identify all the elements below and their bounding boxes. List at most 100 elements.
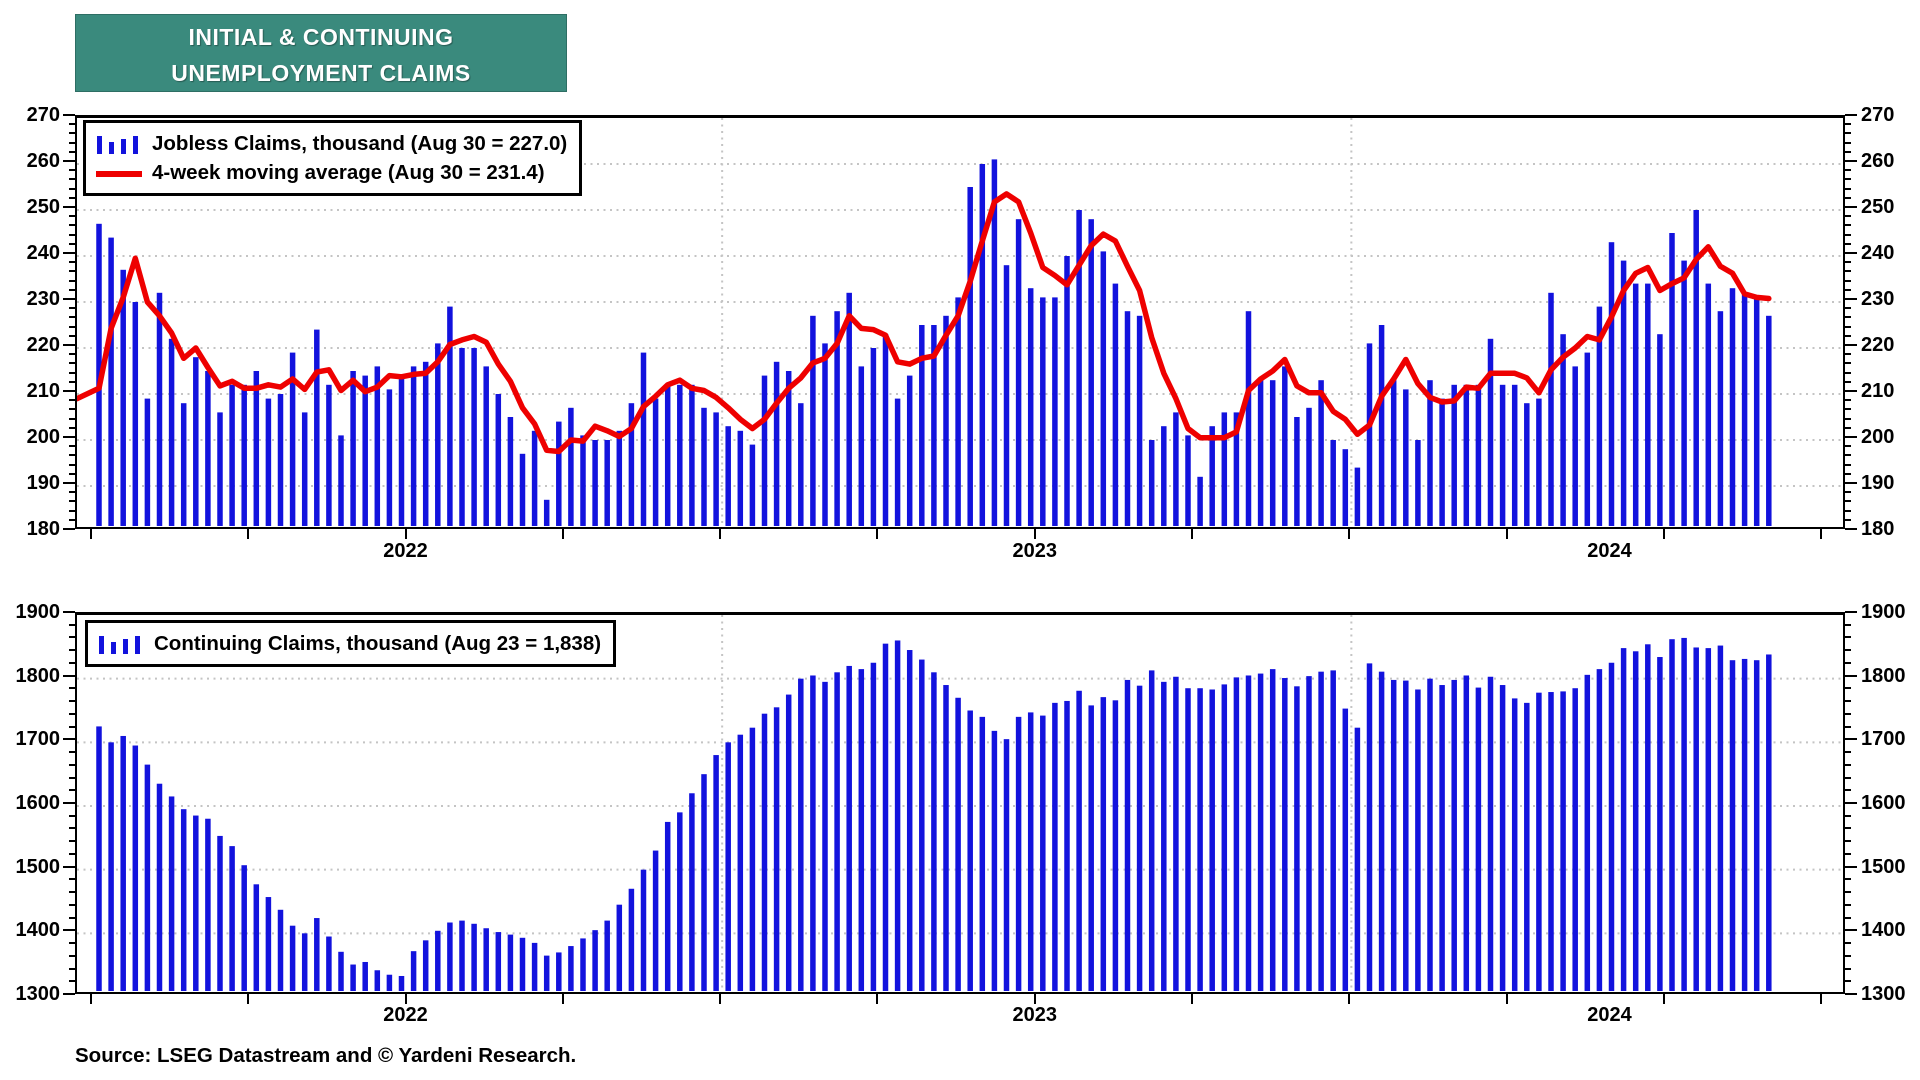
y-axis-tick <box>69 712 75 715</box>
continuing_claims-series-canvas <box>77 615 1842 991</box>
y-axis-tick <box>1845 993 1857 995</box>
y-axis-tick <box>1845 399 1851 402</box>
y-axis-tick <box>1845 344 1857 346</box>
y-axis-tick <box>1845 967 1851 970</box>
y-axis-tick <box>1845 636 1851 639</box>
y-axis-tick <box>69 967 75 970</box>
y-axis-tick <box>69 417 75 420</box>
y-axis-tick <box>1845 649 1851 652</box>
y-axis-tick <box>69 307 75 310</box>
y-axis-tick <box>69 169 75 172</box>
legend-row-continuing-claims: Continuing Claims, thousand (Aug 23 = 1,… <box>98 629 601 658</box>
y-axis-tick <box>69 500 75 503</box>
y-axis-tick <box>69 371 75 374</box>
y-axis-tick <box>69 316 75 319</box>
y-axis-tick <box>69 491 75 494</box>
y-axis-tick <box>1845 700 1851 703</box>
y-axis-tick <box>1845 712 1851 715</box>
y-axis-tick <box>69 187 75 190</box>
x-axis-quarter-tick <box>561 994 564 1004</box>
y-axis-tick <box>1845 518 1851 521</box>
y-axis-tick <box>1845 279 1851 282</box>
y-axis-tick <box>63 252 75 254</box>
y-axis-tick <box>1845 463 1851 466</box>
y-axis-tick <box>69 763 75 766</box>
y-axis-label-right: 270 <box>1861 104 1895 126</box>
y-axis-tick <box>69 141 75 144</box>
y-axis-tick <box>69 196 75 199</box>
y-axis-tick <box>1845 916 1851 919</box>
y-axis-tick <box>63 390 75 392</box>
y-axis-tick <box>63 738 75 741</box>
y-axis-label-left: 1300 <box>15 983 61 1005</box>
y-axis-tick <box>1845 942 1851 945</box>
y-axis-tick <box>1845 482 1857 484</box>
y-axis-tick <box>69 916 75 919</box>
y-axis-tick <box>1845 472 1851 475</box>
x-axis-quarter-tick <box>404 994 407 1004</box>
y-axis-tick <box>69 215 75 218</box>
y-axis-tick <box>1845 852 1851 855</box>
chart-title-line1: INITIAL & CONTINUING <box>188 24 454 50</box>
y-axis-label-left: 1900 <box>15 601 61 623</box>
y-axis-label-right: 260 <box>1861 150 1895 172</box>
y-axis-tick <box>69 814 75 817</box>
y-axis-tick <box>69 649 75 652</box>
y-axis-tick <box>1845 500 1851 503</box>
y-axis-tick <box>69 789 75 792</box>
y-axis-tick <box>63 298 75 300</box>
y-axis-tick <box>63 802 75 804</box>
y-axis-label-left: 1700 <box>15 728 61 751</box>
y-axis-tick <box>1845 840 1851 843</box>
x-axis-quarter-tick <box>247 994 250 1004</box>
y-axis-tick <box>1845 738 1857 741</box>
y-axis-tick <box>69 123 75 126</box>
y-axis-tick <box>63 865 75 868</box>
y-axis-tick <box>1845 980 1851 983</box>
y-axis-tick <box>63 114 75 116</box>
y-axis-tick <box>1845 687 1851 690</box>
x-axis-quarter-tick <box>876 994 879 1004</box>
y-axis-tick <box>69 132 75 135</box>
y-axis-tick <box>1845 802 1857 804</box>
y-axis-tick <box>1845 417 1851 420</box>
initial_claims-series-canvas <box>77 118 1842 526</box>
y-axis-tick <box>1845 878 1851 881</box>
blue-bars-legend-icon <box>97 135 138 154</box>
y-axis-tick <box>1845 661 1851 664</box>
x-axis-quarter-tick <box>1820 994 1823 1004</box>
y-axis-tick <box>1845 123 1851 126</box>
continuing-claims-plot-area <box>75 612 1845 994</box>
y-axis-label-left: 250 <box>26 196 60 218</box>
y-axis-tick <box>1845 426 1851 429</box>
x-axis-year-label: 2022 <box>383 540 428 562</box>
y-axis-tick <box>69 445 75 448</box>
y-axis-tick <box>1845 150 1851 153</box>
y-axis-tick <box>1845 141 1851 144</box>
y-axis-label-left: 200 <box>26 426 60 448</box>
x-axis-quarter-tick <box>719 994 722 1004</box>
y-axis-label-left: 1400 <box>15 919 61 942</box>
initial-claims-plot-area <box>75 115 1845 529</box>
y-axis-label-left: 210 <box>26 380 60 402</box>
y-axis-tick <box>69 700 75 703</box>
x-axis-quarter-tick <box>1505 529 1508 539</box>
chart-title-box: INITIAL & CONTINUING UNEMPLOYMENT CLAIMS <box>75 14 567 92</box>
y-axis-tick <box>69 353 75 356</box>
y-axis-tick <box>1845 528 1857 530</box>
y-axis-tick <box>69 472 75 475</box>
y-axis-tick <box>69 150 75 153</box>
y-axis-label-left: 1500 <box>15 855 61 878</box>
y-axis-tick <box>1845 903 1851 906</box>
y-axis-tick <box>1845 865 1857 868</box>
y-axis-tick <box>69 279 75 282</box>
y-axis-label-right: 250 <box>1861 196 1895 218</box>
y-axis-tick <box>1845 390 1857 392</box>
y-axis-tick <box>69 242 75 245</box>
chart-title-line2: UNEMPLOYMENT CLAIMS <box>171 60 471 86</box>
y-axis-tick <box>69 325 75 328</box>
y-axis-tick <box>69 891 75 894</box>
y-axis-tick <box>1845 307 1851 310</box>
y-axis-tick <box>69 954 75 957</box>
y-axis-tick <box>1845 491 1851 494</box>
